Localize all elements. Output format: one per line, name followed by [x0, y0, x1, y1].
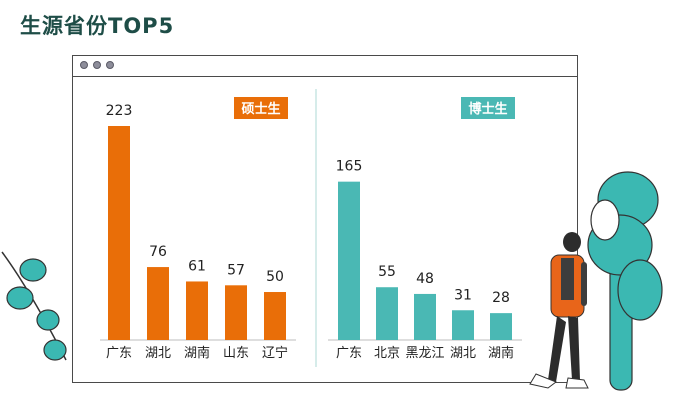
bar [338, 181, 360, 340]
legend-badge [234, 97, 288, 119]
category-label: 辽宁 [262, 345, 288, 361]
data-label: 48 [416, 271, 434, 287]
legend-badge [461, 97, 515, 119]
category-label: 湖北 [145, 346, 171, 361]
bar [414, 293, 436, 340]
panel-divider [315, 89, 317, 367]
category-label: 北京 [374, 346, 400, 361]
data-label: 57 [227, 262, 245, 278]
data-label: 165 [336, 159, 363, 175]
data-label: 50 [266, 269, 284, 285]
data-label: 55 [378, 264, 396, 280]
category-label: 湖南 [488, 345, 514, 361]
window-title-bar [73, 56, 577, 77]
category-label: 湖北 [450, 346, 476, 361]
legend-label: 博士生 [468, 101, 507, 117]
bar [452, 310, 474, 340]
plant-left-icon [1, 251, 67, 361]
bar [147, 267, 169, 340]
data-label: 28 [492, 290, 510, 306]
data-label: 61 [188, 258, 206, 274]
bar [264, 292, 286, 340]
window-dot-icon [106, 61, 114, 69]
bar [186, 281, 208, 340]
category-label: 黑龙江 [405, 346, 444, 361]
tree-right-icon [587, 171, 663, 391]
data-label: 76 [149, 244, 167, 260]
category-label: 湖南 [184, 345, 210, 361]
window-dot-icon [80, 61, 88, 69]
legend-label: 硕士生 [241, 101, 280, 117]
bar [108, 126, 130, 340]
bar [490, 313, 512, 340]
person-illustration-icon [529, 232, 589, 389]
page-title: 生源省份TOP5 [20, 14, 175, 38]
data-label: 223 [106, 103, 133, 119]
category-label: 山东 [223, 346, 249, 361]
window-dot-icon [93, 61, 101, 69]
bar [376, 287, 398, 340]
bar [225, 285, 247, 340]
category-label: 广东 [336, 346, 362, 361]
data-label: 31 [454, 287, 472, 303]
category-label: 广东 [106, 346, 132, 361]
